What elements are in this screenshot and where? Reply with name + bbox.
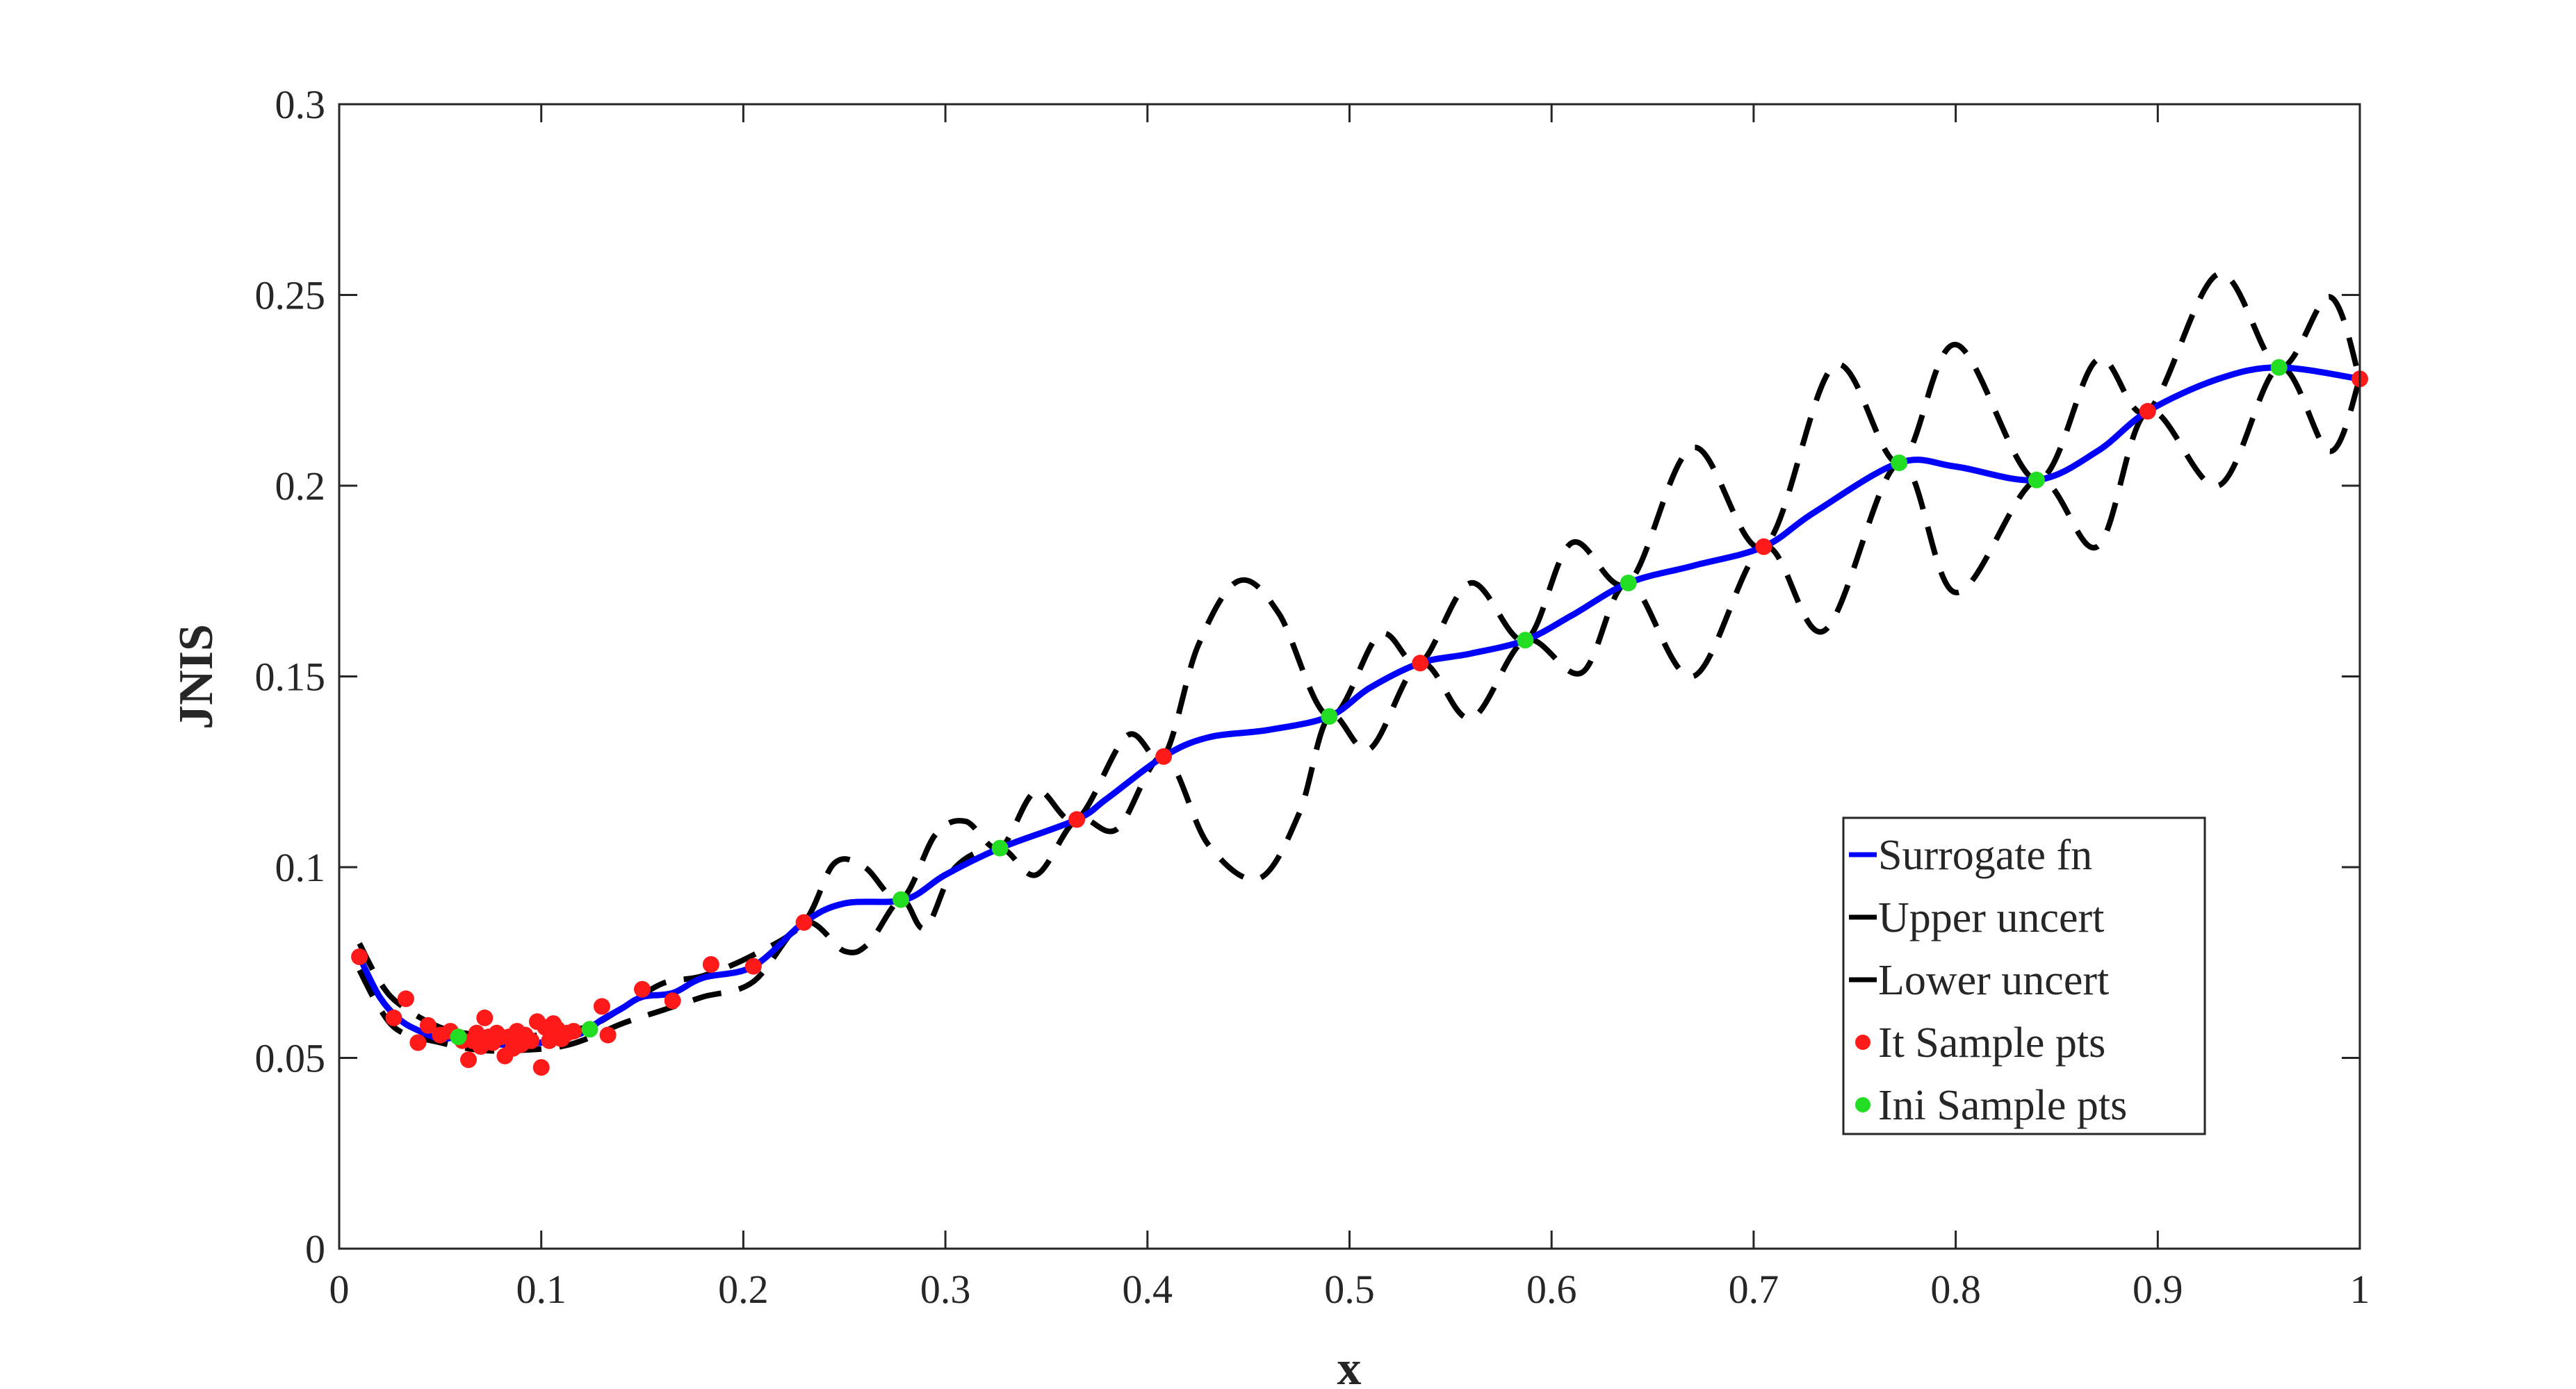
- y-tick-label: 0: [305, 1226, 325, 1272]
- legend-label-upper: Upper uncert: [1878, 894, 2104, 942]
- x-tick-label: 0: [329, 1267, 350, 1312]
- it-sample-point: [397, 990, 414, 1008]
- legend-marker-it-sample: [1855, 1035, 1870, 1050]
- it-sample-point: [1755, 538, 1772, 555]
- y-tick-label: 0.2: [275, 463, 326, 509]
- y-tick-label: 0.1: [275, 845, 326, 890]
- x-tick-label: 1: [2350, 1267, 2370, 1312]
- ini-sample-point: [892, 891, 910, 908]
- x-tick-label: 0.2: [718, 1267, 769, 1312]
- y-axis-label: JNIS: [170, 624, 223, 730]
- legend: Surrogate fn Upper uncert Lower uncert I…: [1842, 816, 2206, 1135]
- ini-sample-point: [1891, 454, 1908, 472]
- ini-sample-point: [1620, 575, 1637, 591]
- y-tick-label: 0.15: [255, 655, 326, 700]
- it-sample-point: [351, 948, 368, 965]
- it-sample-point: [593, 998, 610, 1015]
- it-sample-point: [385, 1009, 402, 1026]
- ini-sample-point: [450, 1028, 467, 1046]
- ini-sample-point: [2028, 471, 2045, 488]
- it-sample-point: [565, 1023, 582, 1040]
- legend-box: [1842, 816, 2206, 1135]
- x-tick-label: 0.5: [1324, 1267, 1375, 1312]
- y-tick-label: 0.3: [275, 82, 326, 127]
- x-tick-label: 0.6: [1526, 1267, 1577, 1312]
- x-tick-label: 0.1: [516, 1267, 566, 1312]
- x-tick-label: 0.8: [1930, 1267, 1981, 1312]
- it-sample-point: [409, 1034, 427, 1051]
- it-sample-point: [419, 1017, 437, 1034]
- y-tick-label: 0.05: [255, 1036, 326, 1081]
- it-sample-point: [476, 1009, 494, 1026]
- it-sample-point: [460, 1051, 477, 1069]
- ini-sample-point: [991, 839, 1009, 857]
- ini-sample-point: [2270, 359, 2288, 376]
- x-tick-label: 0.3: [920, 1267, 971, 1312]
- x-tick-label: 0.7: [1729, 1267, 1779, 1312]
- y-tick-label: 0.25: [255, 273, 326, 318]
- plot-frame: [338, 103, 2361, 1250]
- ini-sample-point: [1517, 632, 1534, 649]
- axis-ticks: 0 0.1 0.2 0.3 0.4 0.5 0.6 0.7 0.8 0.9 1 0 0.05 0.1 0.1…: [255, 82, 2370, 1312]
- x-tick-label: 0.9: [2133, 1267, 2183, 1312]
- it-sample-point: [664, 992, 681, 1010]
- it-sample-point: [2139, 402, 2156, 420]
- it-sample-point: [795, 914, 813, 931]
- legend-label-ini-sample: Ini Sample pts: [1878, 1082, 2127, 1129]
- it-sample-point: [599, 1026, 617, 1044]
- points-layer: [351, 359, 2368, 1076]
- legend-label-it-sample: It Sample pts: [1878, 1019, 2105, 1067]
- it-sample-point: [1068, 811, 1086, 828]
- it-sample-point: [532, 1059, 550, 1076]
- it-sample-point: [744, 957, 762, 975]
- x-tick-label: 0.4: [1123, 1267, 1173, 1312]
- legend-marker-ini-sample: [1855, 1097, 1870, 1112]
- legend-label-lower: Lower uncert: [1878, 957, 2109, 1004]
- legend-label-surrogate: Surrogate fn: [1878, 832, 2092, 879]
- it-sample-point: [702, 956, 719, 973]
- it-sample-point: [523, 1032, 540, 1049]
- ini-sample-point: [581, 1021, 598, 1038]
- it-sample-point: [1412, 655, 1429, 672]
- ini-sample-point: [1321, 708, 1338, 725]
- it-sample-point: [1155, 748, 1173, 765]
- it-sample-point: [634, 980, 651, 998]
- x-axis-label: x: [1337, 1342, 1362, 1386]
